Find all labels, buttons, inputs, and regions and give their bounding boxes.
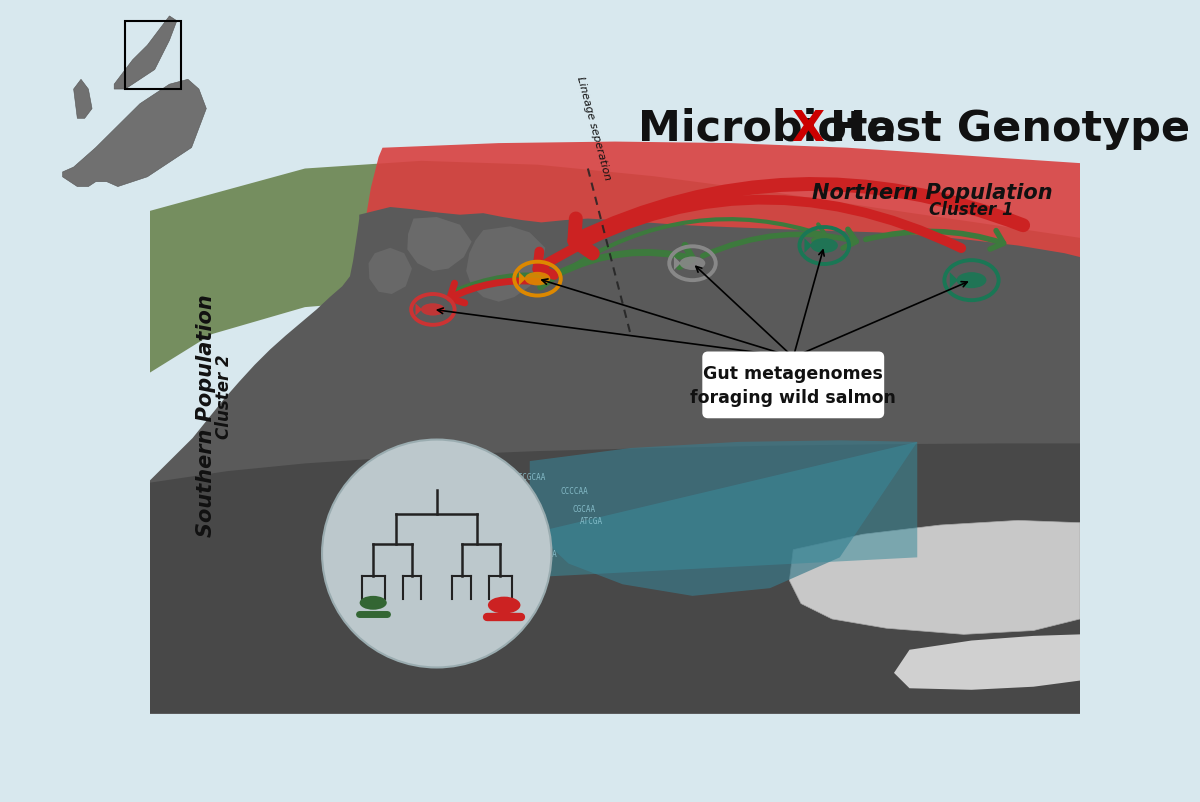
Text: CCCCAA: CCCCAA — [560, 486, 588, 495]
Polygon shape — [894, 634, 1080, 690]
Ellipse shape — [421, 304, 445, 316]
Ellipse shape — [360, 596, 386, 610]
FancyArrowPatch shape — [454, 265, 553, 294]
Text: TTATGGA: TTATGGA — [500, 525, 533, 534]
Polygon shape — [368, 249, 412, 294]
Text: Northern Population: Northern Population — [812, 182, 1054, 202]
FancyArrowPatch shape — [865, 231, 1003, 249]
Text: ATCGA: ATCGA — [580, 516, 604, 526]
Text: TTCGCA: TTCGCA — [529, 549, 558, 558]
FancyArrowPatch shape — [538, 200, 961, 276]
Text: Gut metagenomes
foraging wild salmon: Gut metagenomes foraging wild salmon — [690, 365, 896, 406]
Ellipse shape — [524, 273, 551, 286]
Polygon shape — [466, 227, 545, 302]
Text: ATACCAA: ATACCAA — [503, 499, 535, 508]
Text: Microbiota: Microbiota — [638, 107, 912, 149]
Polygon shape — [150, 162, 1080, 373]
Text: Host Genotype: Host Genotype — [815, 107, 1190, 149]
Polygon shape — [352, 143, 1080, 334]
Polygon shape — [150, 208, 1080, 714]
Text: CGATA: CGATA — [506, 537, 529, 547]
Ellipse shape — [811, 239, 838, 253]
Polygon shape — [407, 218, 472, 272]
Polygon shape — [62, 80, 206, 188]
FancyArrowPatch shape — [575, 184, 1024, 254]
Polygon shape — [804, 239, 812, 253]
Polygon shape — [518, 273, 526, 286]
Polygon shape — [674, 257, 680, 270]
Polygon shape — [790, 520, 1080, 634]
Text: Southern Population: Southern Population — [196, 294, 216, 537]
Polygon shape — [544, 443, 917, 577]
Text: CGCAA: CGCAA — [572, 504, 595, 513]
Polygon shape — [114, 17, 176, 90]
FancyArrowPatch shape — [703, 230, 857, 257]
Polygon shape — [950, 273, 958, 289]
Polygon shape — [73, 80, 92, 119]
Polygon shape — [529, 441, 917, 596]
Ellipse shape — [679, 257, 706, 270]
Polygon shape — [415, 304, 422, 316]
Ellipse shape — [956, 273, 986, 289]
Text: X: X — [791, 107, 824, 149]
Polygon shape — [150, 444, 1080, 714]
Text: Cluster 1: Cluster 1 — [929, 201, 1014, 219]
Text: TTCGCAA: TTCGCAA — [515, 472, 547, 481]
Text: Lineage seperation: Lineage seperation — [575, 75, 612, 181]
FancyArrowPatch shape — [556, 246, 692, 276]
FancyBboxPatch shape — [703, 353, 883, 418]
Bar — [125, 22, 180, 90]
Text: Cluster 2: Cluster 2 — [215, 354, 233, 439]
Text: TTCGCAA: TTCGCAA — [494, 512, 527, 521]
FancyArrowPatch shape — [563, 220, 826, 273]
Ellipse shape — [488, 597, 521, 614]
Circle shape — [322, 440, 552, 667]
FancyArrowPatch shape — [450, 282, 539, 303]
